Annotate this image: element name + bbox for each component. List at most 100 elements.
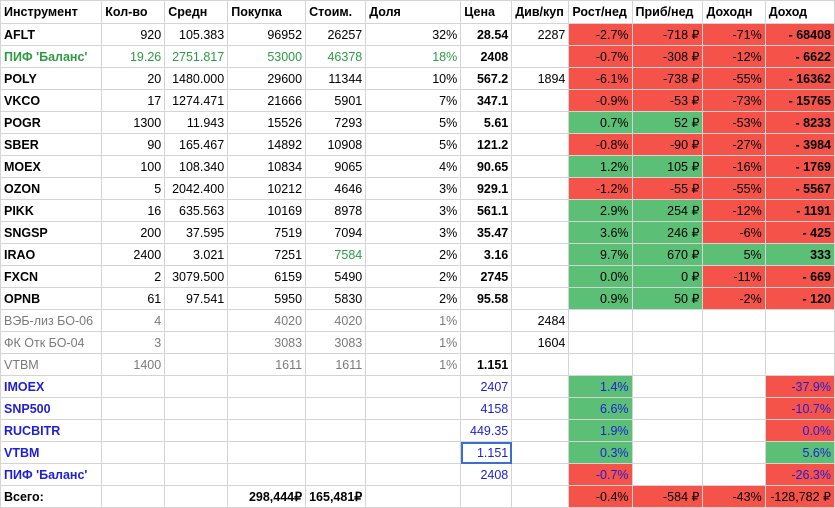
cell-qty[interactable] xyxy=(101,397,166,420)
cell-price[interactable]: 449.35 xyxy=(460,419,513,442)
cell-price[interactable]: 2407 xyxy=(460,375,513,398)
cell-purchase[interactable]: 14892 xyxy=(227,133,307,156)
cell-profit-week[interactable]: -308 ₽ xyxy=(631,45,704,68)
cell-price[interactable]: 28.54 xyxy=(460,23,513,46)
cell-share[interactable] xyxy=(365,397,462,420)
header-profit-week[interactable]: Приб/нед xyxy=(631,0,704,24)
cell-qty[interactable] xyxy=(101,485,166,508)
cell-profit-week[interactable]: -718 ₽ xyxy=(631,23,704,46)
cell-yield[interactable]: -71% xyxy=(702,23,766,46)
cell-div[interactable] xyxy=(511,265,570,288)
cell-qty[interactable]: 17 xyxy=(101,89,166,112)
cell-income[interactable]: -37.9% xyxy=(764,375,835,398)
cell-qty[interactable]: 16 xyxy=(101,199,166,222)
cell-instrument[interactable]: OPNB xyxy=(0,287,103,310)
cell-growth-week[interactable]: -6.1% xyxy=(568,67,633,90)
cell-instrument[interactable]: MOEX xyxy=(0,155,103,178)
cell-income[interactable]: - 15765 xyxy=(764,89,835,112)
cell-value[interactable]: 5490 xyxy=(305,265,367,288)
cell-yield[interactable]: -53% xyxy=(702,111,766,134)
cell-yield[interactable]: -16% xyxy=(702,155,766,178)
cell-profit-week[interactable]: -53 ₽ xyxy=(631,89,704,112)
header-yield[interactable]: Доходн xyxy=(702,0,766,24)
cell-yield[interactable]: -43% xyxy=(702,485,766,508)
cell-growth-week[interactable]: 9.7% xyxy=(568,243,633,266)
cell-value[interactable] xyxy=(305,397,367,420)
cell-purchase[interactable]: 5950 xyxy=(227,287,307,310)
cell-avg[interactable]: 97.541 xyxy=(164,287,229,310)
cell-purchase[interactable] xyxy=(227,375,307,398)
cell-share[interactable]: 18% xyxy=(365,45,462,68)
cell-instrument[interactable]: AFLT xyxy=(0,23,103,46)
cell-growth-week[interactable] xyxy=(568,331,633,354)
cell-value[interactable]: 7094 xyxy=(305,221,367,244)
cell-instrument[interactable]: ФК Отк БО-04 xyxy=(0,331,103,354)
cell-avg[interactable]: 635.563 xyxy=(164,199,229,222)
cell-share[interactable]: 3% xyxy=(365,199,462,222)
cell-avg[interactable]: 1480.000 xyxy=(164,67,229,90)
cell-purchase[interactable]: 3083 xyxy=(227,331,307,354)
cell-growth-week[interactable]: 0.9% xyxy=(568,287,633,310)
cell-div[interactable] xyxy=(511,397,570,420)
cell-yield[interactable]: -11% xyxy=(702,265,766,288)
cell-yield[interactable]: -73% xyxy=(702,89,766,112)
cell-price[interactable]: 2745 xyxy=(460,265,513,288)
cell-instrument[interactable]: OZON xyxy=(0,177,103,200)
cell-profit-week[interactable] xyxy=(631,353,704,376)
cell-instrument[interactable]: Всего: xyxy=(0,485,103,508)
cell-growth-week[interactable]: -0.7% xyxy=(568,45,633,68)
cell-share[interactable]: 4% xyxy=(365,155,462,178)
cell-avg[interactable]: 11.943 xyxy=(164,111,229,134)
cell-yield[interactable]: 5% xyxy=(702,243,766,266)
cell-growth-week[interactable]: -0.8% xyxy=(568,133,633,156)
cell-div[interactable] xyxy=(511,441,570,464)
cell-qty[interactable]: 920 xyxy=(101,23,166,46)
cell-yield[interactable]: -2% xyxy=(702,287,766,310)
cell-profit-week[interactable]: 0 ₽ xyxy=(631,265,704,288)
cell-share[interactable]: 3% xyxy=(365,221,462,244)
cell-income[interactable]: - 8233 xyxy=(764,111,835,134)
cell-income[interactable]: - 669 xyxy=(764,265,835,288)
cell-price[interactable] xyxy=(460,331,513,354)
cell-value[interactable]: 1611 xyxy=(305,353,367,376)
cell-income[interactable]: -10.7% xyxy=(764,397,835,420)
header-instrument[interactable]: Инструмент xyxy=(0,0,103,24)
cell-qty[interactable] xyxy=(101,419,166,442)
cell-price[interactable]: 35.47 xyxy=(460,221,513,244)
cell-purchase[interactable]: 21666 xyxy=(227,89,307,112)
cell-avg[interactable]: 2751.817 xyxy=(164,45,229,68)
cell-value[interactable]: 26257 xyxy=(305,23,367,46)
cell-instrument[interactable]: ПИФ 'Баланс' xyxy=(0,463,103,486)
cell-div[interactable] xyxy=(511,485,570,508)
cell-avg[interactable]: 3.021 xyxy=(164,243,229,266)
cell-price[interactable]: 121.2 xyxy=(460,133,513,156)
cell-qty[interactable]: 4 xyxy=(101,309,166,332)
cell-income[interactable]: - 1191 xyxy=(764,199,835,222)
cell-purchase[interactable]: 298,444₽ xyxy=(227,485,307,508)
cell-growth-week[interactable] xyxy=(568,309,633,332)
cell-qty[interactable]: 90 xyxy=(101,133,166,156)
cell-share[interactable] xyxy=(365,463,462,486)
cell-value[interactable] xyxy=(305,441,367,464)
cell-qty[interactable]: 3 xyxy=(101,331,166,354)
cell-growth-week[interactable] xyxy=(568,353,633,376)
cell-share[interactable]: 2% xyxy=(365,243,462,266)
cell-purchase[interactable]: 7519 xyxy=(227,221,307,244)
cell-growth-week[interactable]: -1.2% xyxy=(568,177,633,200)
cell-purchase[interactable]: 6159 xyxy=(227,265,307,288)
cell-div[interactable] xyxy=(511,133,570,156)
cell-qty[interactable] xyxy=(101,375,166,398)
cell-avg[interactable]: 1274.471 xyxy=(164,89,229,112)
cell-share[interactable]: 3% xyxy=(365,177,462,200)
cell-instrument[interactable]: POGR xyxy=(0,111,103,134)
cell-growth-week[interactable]: 1.4% xyxy=(568,375,633,398)
cell-yield[interactable] xyxy=(702,397,766,420)
cell-growth-week[interactable]: 0.7% xyxy=(568,111,633,134)
cell-income[interactable] xyxy=(764,309,835,332)
cell-profit-week[interactable] xyxy=(631,397,704,420)
cell-yield[interactable] xyxy=(702,375,766,398)
cell-income[interactable] xyxy=(764,331,835,354)
cell-div[interactable] xyxy=(511,89,570,112)
cell-price[interactable]: 567.2 xyxy=(460,67,513,90)
cell-purchase[interactable]: 29600 xyxy=(227,67,307,90)
